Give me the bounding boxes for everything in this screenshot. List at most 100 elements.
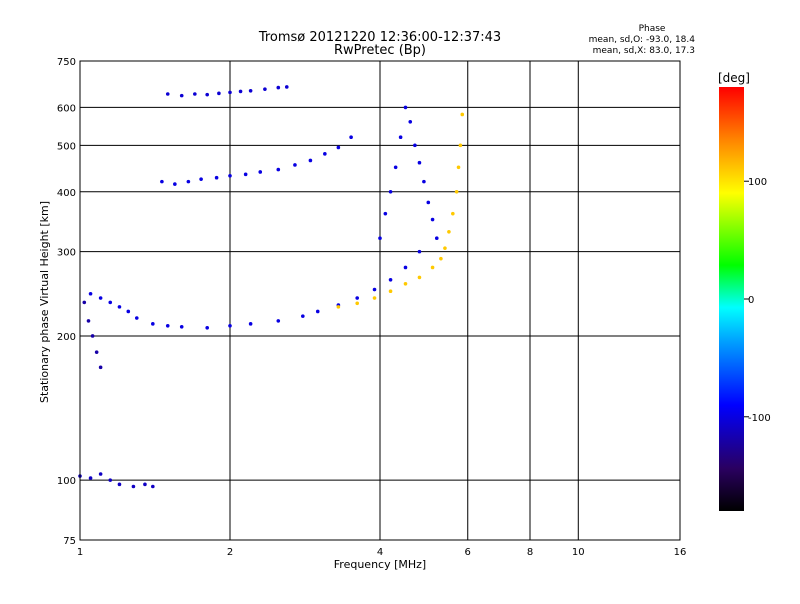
phase-stats-header: Phase	[639, 24, 666, 34]
data-point	[460, 112, 465, 117]
data-point	[439, 256, 443, 261]
data-point	[86, 319, 91, 323]
data-point	[98, 296, 103, 300]
data-point	[131, 484, 136, 489]
data-point	[238, 89, 243, 94]
data-point	[108, 478, 113, 482]
chart-title: Tromsø 20121220 12:36:00-12:37:43	[258, 30, 501, 45]
data-point	[248, 88, 253, 93]
data-point	[447, 229, 451, 234]
data-point	[179, 93, 184, 98]
data-points	[78, 85, 465, 489]
data-point	[336, 305, 341, 309]
data-point	[151, 322, 155, 326]
data-point	[403, 265, 408, 270]
chart-subtitle: RwPretec (Bp)	[334, 43, 426, 58]
phase-stats-o: mean, sd,O: -93.0, 18.4	[589, 35, 696, 45]
data-point	[388, 189, 393, 194]
y-tick-label: 750	[57, 57, 76, 68]
data-point	[403, 105, 408, 110]
data-point	[430, 217, 435, 222]
data-point	[205, 92, 209, 97]
data-point	[403, 281, 408, 286]
y-axis-label: Stationary phase Virtual Height [km]	[38, 201, 51, 403]
data-point	[243, 172, 248, 177]
data-point	[228, 324, 232, 328]
data-point	[193, 92, 197, 96]
data-point	[199, 177, 203, 181]
data-point	[398, 135, 403, 139]
data-point	[349, 135, 353, 139]
data-point	[276, 319, 281, 323]
colorbar-tick-label: 0	[748, 295, 754, 306]
y-tick-label: 300	[57, 248, 76, 259]
x-axis-ticks: 1 2 4 6 8 10 16	[77, 547, 687, 558]
data-point	[308, 158, 313, 163]
data-point	[434, 236, 439, 240]
x-tick-label: 4	[377, 547, 383, 558]
data-point	[413, 143, 417, 148]
data-point	[323, 152, 327, 156]
colorbar-tick-label: -100	[748, 413, 771, 424]
data-point	[94, 350, 99, 354]
data-point	[276, 85, 281, 90]
data-point	[293, 163, 297, 167]
colorbar-tick-label: 100	[748, 177, 767, 188]
data-point	[378, 236, 382, 240]
data-point	[355, 296, 359, 300]
data-point	[284, 85, 289, 89]
colorbar	[719, 87, 744, 511]
colorbar-label: [deg]	[718, 71, 750, 85]
data-point	[82, 300, 87, 305]
data-point	[430, 265, 435, 270]
data-point	[173, 182, 177, 186]
data-point	[214, 175, 219, 180]
data-point	[151, 484, 155, 489]
data-point	[228, 90, 232, 95]
x-tick-label: 6	[465, 547, 471, 558]
data-point	[108, 300, 113, 305]
data-point	[98, 365, 103, 370]
y-axis-ticks: 75 100 200 300 400 500 600 750	[57, 57, 76, 547]
x-tick-label: 8	[527, 547, 533, 558]
data-point	[417, 249, 422, 254]
data-point	[88, 291, 93, 296]
data-point	[117, 305, 122, 309]
data-point	[248, 322, 253, 326]
data-point	[98, 472, 103, 476]
data-point	[263, 87, 267, 91]
data-point	[205, 326, 209, 330]
colorbar-ticks: 100 0 -100	[744, 177, 771, 424]
x-tick-label: 16	[674, 547, 687, 558]
data-point	[451, 211, 455, 216]
data-point	[301, 314, 305, 318]
data-point	[336, 145, 341, 150]
data-point	[417, 160, 422, 165]
data-point	[88, 476, 93, 480]
y-tick-label: 500	[57, 141, 76, 152]
data-point	[179, 325, 184, 329]
grid	[80, 61, 680, 540]
data-point	[372, 287, 377, 292]
data-point	[372, 296, 377, 300]
data-point	[426, 200, 431, 205]
data-point	[117, 482, 122, 487]
data-point	[388, 277, 393, 282]
data-point	[126, 309, 131, 314]
data-point	[388, 289, 393, 294]
y-tick-label: 600	[57, 103, 76, 114]
x-tick-label: 1	[77, 547, 83, 558]
data-point	[383, 211, 388, 216]
y-tick-label: 75	[63, 536, 76, 547]
data-point	[417, 275, 422, 280]
data-point	[458, 143, 463, 148]
x-axis-label: Frequency [MHz]	[334, 558, 426, 571]
y-tick-label: 100	[57, 476, 76, 487]
data-point	[258, 170, 263, 174]
phase-stats-x: mean, sd,X: 83.0, 17.3	[593, 46, 695, 56]
data-point	[186, 179, 191, 184]
data-point	[276, 167, 281, 172]
data-point	[443, 246, 447, 250]
